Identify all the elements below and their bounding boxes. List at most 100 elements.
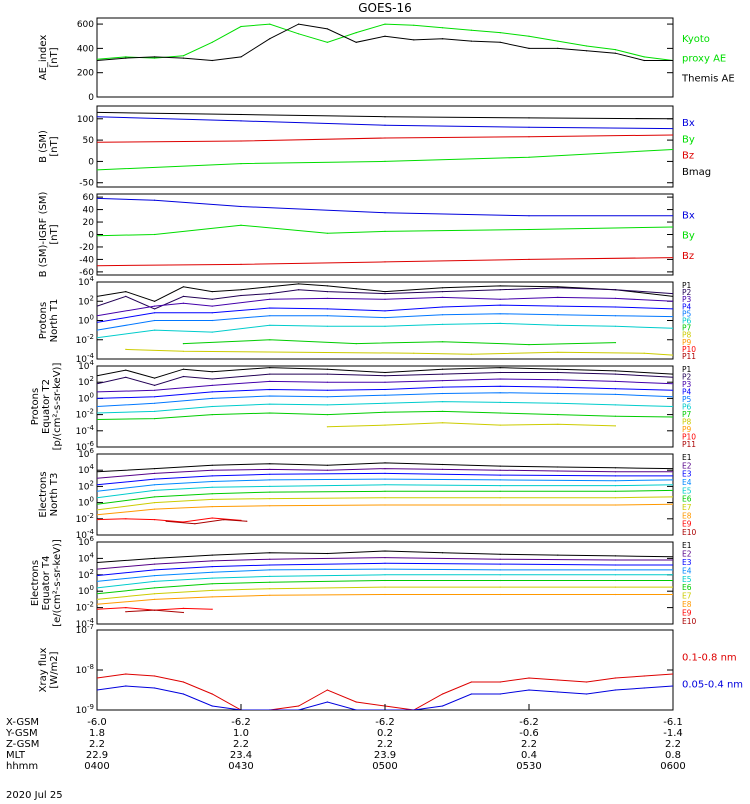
series-point <box>154 389 156 391</box>
series-point <box>614 569 617 571</box>
series-point <box>154 609 156 611</box>
y-tick-label: 0 <box>88 157 94 167</box>
series-point <box>154 319 156 322</box>
series-point <box>672 556 673 558</box>
series-point <box>384 137 386 139</box>
series-line-e7 <box>97 586 673 600</box>
series-group <box>97 197 673 267</box>
series-point <box>499 465 501 467</box>
x-tick-label: 23.4 <box>230 750 252 761</box>
series-point <box>298 289 300 291</box>
series-point <box>384 568 386 570</box>
x-axis-row-label: Y-GSM <box>5 728 38 739</box>
series-line-e2 <box>97 557 673 570</box>
series-point <box>269 485 271 487</box>
x-tick-label: 23.9 <box>374 750 396 761</box>
x-tick-label: -6.1 <box>663 717 683 728</box>
y-axis-label: [nT] <box>49 224 60 244</box>
series-point <box>269 569 271 571</box>
series-point <box>442 27 444 29</box>
legend-entry: E4 <box>682 566 692 575</box>
series-point <box>557 386 559 388</box>
series-point <box>413 24 415 26</box>
series-point <box>499 285 501 287</box>
series-point <box>672 593 673 596</box>
series-point <box>614 497 617 499</box>
series-point <box>499 579 501 582</box>
series-point <box>499 485 501 487</box>
series-point <box>557 286 559 288</box>
legend-entry: P11 <box>682 440 696 449</box>
series-point <box>154 402 156 404</box>
series-point <box>384 484 386 486</box>
series-point <box>154 329 156 331</box>
series-point <box>499 586 501 588</box>
series-point <box>355 701 357 703</box>
series-point <box>442 705 444 707</box>
series-point <box>499 490 501 492</box>
series-point <box>384 293 386 295</box>
series-point <box>97 141 98 143</box>
legend-entry: P4 <box>682 302 692 311</box>
series-point <box>384 504 386 506</box>
y-axis-label: [p/(cm²-s-sr-keV)] <box>52 363 63 451</box>
series-point <box>211 414 213 416</box>
series-point <box>442 38 444 40</box>
series-point <box>672 128 673 130</box>
series-point <box>211 589 213 592</box>
series-point <box>211 384 213 386</box>
y-tick-label: 50 <box>83 136 95 146</box>
series-point <box>614 380 617 382</box>
series-point <box>269 388 271 391</box>
y-tick-label: 0 <box>88 231 94 241</box>
series-point <box>672 479 673 481</box>
series-point <box>557 287 559 289</box>
series-point <box>614 490 617 492</box>
series-point <box>586 50 588 52</box>
series-point <box>298 705 300 707</box>
series-point <box>269 412 271 414</box>
x-tick-label: 2.2 <box>233 739 249 750</box>
series-point <box>211 693 213 695</box>
series-point <box>499 558 501 560</box>
series-point <box>528 689 530 691</box>
series-point <box>97 321 98 323</box>
series-point <box>384 317 386 319</box>
series-point <box>269 373 271 375</box>
series-point <box>269 339 271 341</box>
series-point <box>672 468 673 470</box>
series-point <box>442 341 444 343</box>
series-point <box>499 313 501 315</box>
y-tick-label: 104 <box>78 463 94 476</box>
x-tick-label: 2.2 <box>377 739 393 750</box>
series-point <box>154 557 156 560</box>
series-point <box>672 376 673 378</box>
series-point <box>672 295 673 297</box>
series-point <box>326 381 328 383</box>
series-point <box>672 293 673 295</box>
series-group <box>97 111 673 171</box>
series-point <box>211 486 213 488</box>
series-point <box>672 586 673 588</box>
series-point <box>182 607 184 610</box>
series-point <box>125 685 127 687</box>
panel-protons_t1: 10-4 10-2 100 102 104 Protons North T1 P1P2P3P4… <box>38 275 696 365</box>
x-tick-label: 1.8 <box>89 728 105 739</box>
series-point <box>528 215 530 217</box>
series-point <box>326 297 328 299</box>
legend-entry: P1 <box>682 365 692 374</box>
series-point <box>211 378 213 380</box>
series-point <box>499 385 501 387</box>
series-point <box>269 298 271 300</box>
x-tick-label: 2.2 <box>665 739 681 750</box>
series-point <box>614 689 617 691</box>
legend-entry: P9 <box>682 425 692 434</box>
series-point <box>97 169 98 171</box>
series-point <box>211 596 213 598</box>
series-line-p8 <box>125 348 673 356</box>
series-point <box>384 497 386 499</box>
series-point <box>240 56 242 58</box>
series-point <box>557 40 559 42</box>
series-point <box>672 496 673 498</box>
series-point <box>499 469 501 471</box>
